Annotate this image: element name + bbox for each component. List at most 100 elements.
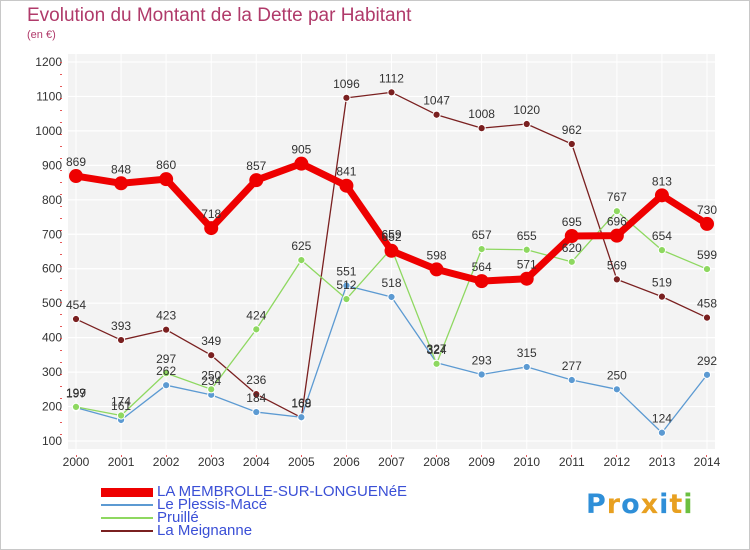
data-label: 598 [427,248,447,262]
logo-letter: x [640,489,660,520]
data-label: 695 [562,215,582,229]
y-tick-label: 400 [42,331,62,345]
x-tick-label: 2014 [694,455,721,469]
data-label: 657 [472,228,492,242]
data-label: 292 [697,354,717,368]
logo-letter: o [621,489,641,520]
series-point [207,351,216,360]
series-point [387,88,396,97]
data-label: 293 [472,354,492,368]
x-tick-label: 2002 [153,455,180,469]
data-label: 652 [381,230,401,244]
data-label: 250 [607,368,627,382]
proxiti-logo: Proxiti [586,489,694,520]
series-point [339,178,354,193]
series-point [429,262,444,277]
series-point [249,173,264,188]
data-label: 848 [111,162,131,176]
series-point [159,172,174,187]
y-tick-label: 900 [42,158,62,172]
x-tick-label: 2006 [333,455,360,469]
data-label: 869 [66,155,86,169]
data-label: 659 [381,227,401,241]
data-label: 620 [562,241,582,255]
series-point [567,257,576,266]
series-point [522,362,531,372]
y-tick-label: 300 [42,365,62,379]
y-tick-label: 500 [42,296,62,310]
series-point [702,313,712,322]
series-point [567,139,576,149]
data-label: 262 [156,364,176,378]
x-tick-label: 2008 [423,455,450,469]
series-point [564,228,579,243]
data-label: 962 [562,123,582,137]
data-label: 905 [291,143,311,157]
series-point [522,245,531,254]
legend-label: Pruillé [157,509,199,526]
legend-label: La Meignanne [157,522,253,539]
x-tick-label: 2013 [649,455,676,469]
logo-letter: i [683,489,694,520]
series-point [700,216,714,231]
series-point [204,221,219,236]
data-label: 169 [291,396,311,410]
data-label: 161 [111,399,131,413]
series-point [477,124,486,133]
series-point [522,119,531,129]
series-point [387,292,396,302]
data-label: 424 [246,308,266,322]
data-label: 458 [697,297,717,311]
data-label: 519 [652,276,672,290]
y-tick-label: 600 [42,262,62,276]
data-label: 168 [291,397,311,411]
series-point [342,281,351,290]
series-point [477,244,486,254]
data-label: 236 [246,373,266,387]
data-label: 327 [427,342,447,356]
series-point [702,264,712,274]
data-label: 1096 [333,77,360,91]
legend-swatch [101,488,153,497]
series-point [297,256,306,265]
data-label: 124 [652,412,672,426]
data-label: 730 [697,203,717,217]
series-point [567,375,576,385]
data-label: 767 [607,190,627,204]
data-label: 518 [381,276,401,290]
x-tick-label: 2007 [378,455,405,469]
legend-label: LA MEMBROLLE-SUR-LONGUENéE [157,483,408,500]
series-point [657,428,667,437]
series-point [612,275,621,284]
data-label: 423 [156,309,176,323]
data-label: 454 [66,298,86,312]
series-point [477,370,486,379]
series-point [657,292,667,301]
data-label: 841 [336,165,356,179]
data-label: 569 [607,258,627,272]
series-point [609,228,624,243]
x-tick-label: 2005 [288,455,315,469]
series-point [252,325,261,334]
chart-title: Evolution du Montant de la Dette par Hab… [27,5,412,26]
series-point [71,314,81,324]
data-label: 625 [291,239,311,253]
data-label: 174 [111,395,131,409]
x-tick-label: 2001 [108,455,135,469]
data-label: 393 [111,319,131,333]
data-label: 184 [246,391,266,405]
series-point [207,385,216,394]
chart-subtitle: (en €) [27,29,56,41]
data-label: 1047 [423,94,450,108]
y-tick-label: 200 [42,400,62,414]
x-tick-label: 2000 [63,455,90,469]
x-tick-label: 2003 [198,455,225,469]
series-point [297,413,306,422]
series-point [162,325,171,334]
data-label: 234 [201,374,221,388]
series-point [69,169,83,184]
series-point [432,359,441,368]
y-tick-label: 1200 [35,55,62,69]
legend-swatch [101,530,153,532]
